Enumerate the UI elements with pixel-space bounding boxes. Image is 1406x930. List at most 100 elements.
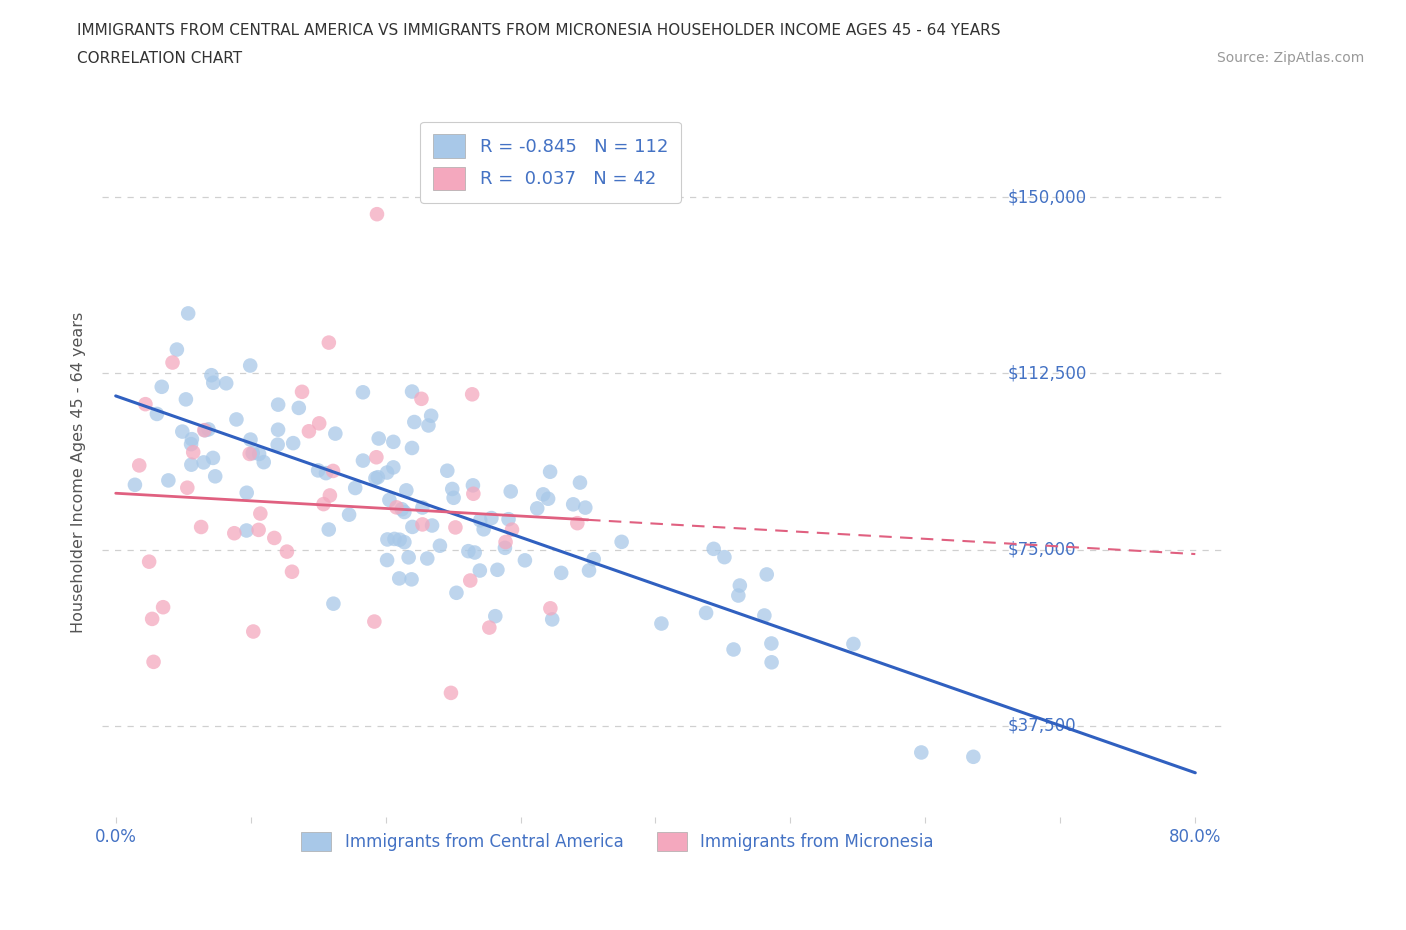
- Point: [411, 500, 433, 515]
- Point: [401, 520, 423, 535]
- Point: [761, 655, 783, 670]
- Point: [235, 485, 257, 500]
- Point: [418, 418, 440, 432]
- Point: [215, 376, 238, 391]
- Point: [225, 412, 247, 427]
- Point: [190, 520, 212, 535]
- Point: [197, 422, 219, 437]
- Point: [441, 482, 464, 497]
- Point: [501, 522, 523, 537]
- Point: [288, 401, 311, 416]
- Point: [388, 532, 411, 547]
- Point: [458, 573, 481, 588]
- Point: [382, 434, 405, 449]
- Point: [146, 406, 169, 421]
- Point: [537, 491, 560, 506]
- Point: [378, 493, 401, 508]
- Point: [401, 572, 423, 587]
- Point: [610, 535, 633, 550]
- Point: [377, 532, 399, 547]
- Point: [239, 432, 262, 447]
- Point: [484, 609, 506, 624]
- Point: [388, 571, 411, 586]
- Point: [253, 455, 276, 470]
- Point: [755, 567, 778, 582]
- Point: [404, 415, 426, 430]
- Point: [267, 397, 290, 412]
- Point: [142, 655, 165, 670]
- Point: [541, 612, 564, 627]
- Point: [761, 636, 783, 651]
- Point: [723, 642, 745, 657]
- Point: [395, 483, 418, 498]
- Point: [531, 487, 554, 502]
- Point: [713, 550, 735, 565]
- Point: [267, 437, 290, 452]
- Point: [134, 397, 156, 412]
- Point: [582, 551, 605, 566]
- Point: [193, 423, 215, 438]
- Text: $150,000: $150,000: [1007, 188, 1087, 206]
- Point: [385, 500, 408, 515]
- Point: [202, 376, 225, 391]
- Point: [461, 387, 484, 402]
- Point: [193, 455, 215, 470]
- Point: [429, 538, 451, 553]
- Point: [242, 445, 264, 460]
- Point: [141, 611, 163, 626]
- Point: [318, 335, 340, 350]
- Point: [224, 525, 246, 540]
- Text: $37,500: $37,500: [1007, 717, 1076, 735]
- Point: [962, 750, 984, 764]
- Point: [322, 463, 344, 478]
- Point: [344, 481, 367, 496]
- Point: [194, 423, 217, 438]
- Point: [461, 478, 484, 493]
- Point: [308, 416, 330, 431]
- Point: [401, 441, 423, 456]
- Point: [291, 384, 314, 399]
- Point: [398, 550, 420, 565]
- Text: $75,000: $75,000: [1007, 540, 1076, 559]
- Point: [235, 523, 257, 538]
- Text: CORRELATION CHART: CORRELATION CHART: [77, 51, 242, 66]
- Point: [352, 453, 374, 468]
- Point: [312, 497, 335, 512]
- Point: [420, 408, 443, 423]
- Point: [177, 306, 200, 321]
- Point: [307, 463, 329, 478]
- Legend: Immigrants from Central America, Immigrants from Micronesia: Immigrants from Central America, Immigra…: [295, 825, 941, 857]
- Point: [138, 554, 160, 569]
- Point: [382, 460, 405, 475]
- Point: [538, 464, 561, 479]
- Point: [436, 463, 458, 478]
- Y-axis label: Householder Income Ages 45 - 64 years: Householder Income Ages 45 - 64 years: [72, 312, 86, 632]
- Point: [568, 475, 591, 490]
- Point: [325, 426, 347, 441]
- Point: [411, 392, 433, 406]
- Point: [162, 355, 184, 370]
- Point: [695, 605, 717, 620]
- Point: [472, 522, 495, 537]
- Point: [367, 470, 389, 485]
- Point: [478, 620, 501, 635]
- Point: [150, 379, 173, 394]
- Point: [562, 497, 585, 512]
- Point: [180, 432, 202, 446]
- Point: [394, 535, 416, 550]
- Point: [470, 512, 492, 527]
- Point: [910, 745, 932, 760]
- Point: [375, 465, 398, 480]
- Point: [538, 601, 561, 616]
- Point: [281, 565, 304, 579]
- Point: [366, 206, 388, 221]
- Point: [364, 471, 387, 485]
- Point: [498, 512, 520, 526]
- Point: [204, 469, 226, 484]
- Point: [322, 596, 344, 611]
- Point: [650, 616, 672, 631]
- Point: [391, 502, 413, 517]
- Point: [337, 507, 360, 522]
- Point: [319, 488, 342, 503]
- Point: [180, 437, 202, 452]
